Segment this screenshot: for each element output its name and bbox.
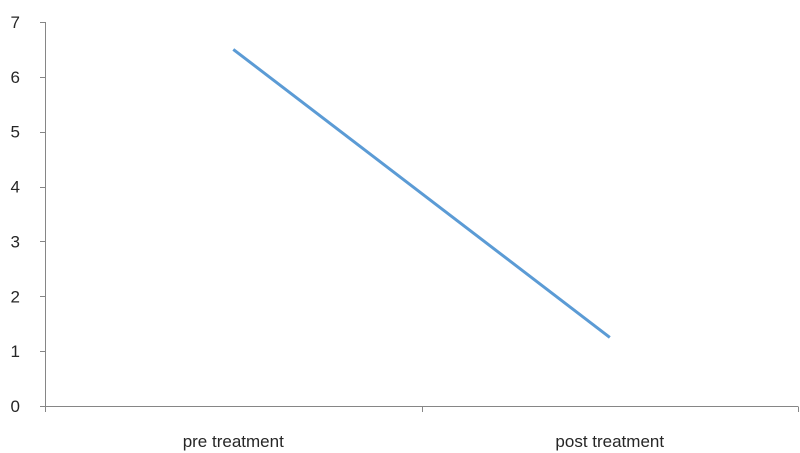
- y-tick-label: 5: [11, 123, 20, 142]
- y-axis: 0 1 2 3 4 5 6 7: [11, 13, 46, 416]
- x-tick-label: pre treatment: [183, 432, 284, 451]
- x-axis: pre treatment post treatment: [45, 407, 799, 452]
- y-tick-label: 0: [11, 397, 20, 416]
- x-tick-label: post treatment: [555, 432, 664, 451]
- y-tick-label: 4: [11, 178, 20, 197]
- y-tick-label: 3: [11, 232, 20, 251]
- series-line: [233, 49, 610, 337]
- series-group: [233, 49, 610, 337]
- y-tick-label: 7: [11, 13, 20, 32]
- y-tick-label: 2: [11, 287, 20, 306]
- y-tick-label: 6: [11, 68, 20, 87]
- y-tick-label: 1: [11, 342, 20, 361]
